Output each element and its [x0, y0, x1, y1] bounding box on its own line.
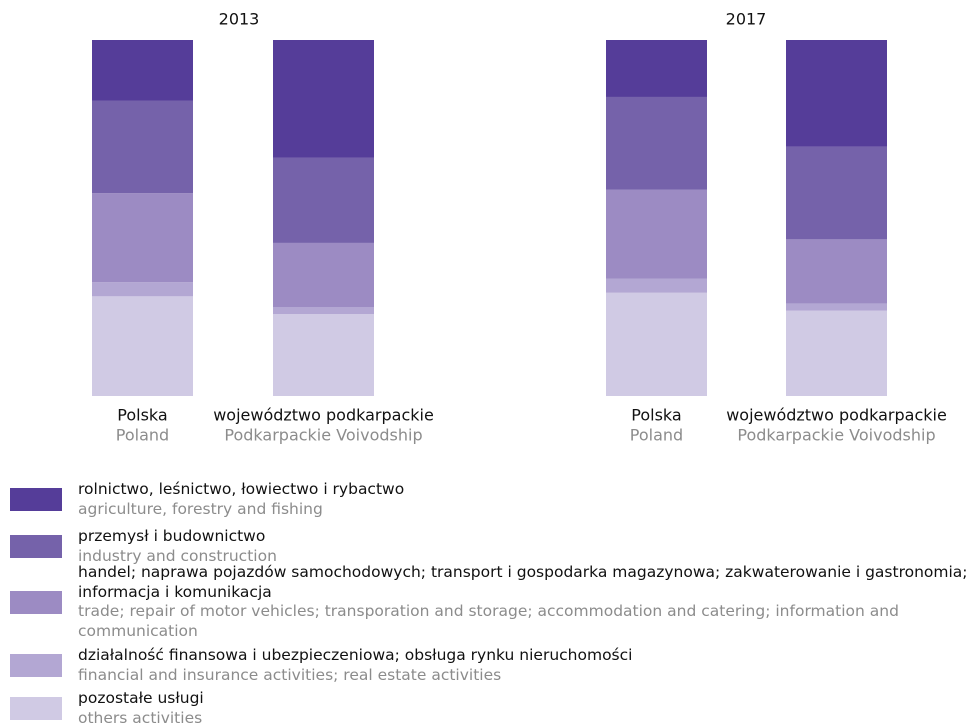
legend-swatch	[10, 697, 62, 720]
legend-label: others activities	[78, 708, 203, 727]
category-label: Polska	[631, 406, 681, 425]
bar-segment	[92, 282, 193, 297]
legend-swatch	[10, 488, 62, 511]
legend-label: przemysł i budownictwo	[78, 527, 266, 545]
bar-segment	[606, 292, 707, 396]
category-label-en: Poland	[116, 426, 169, 445]
legend-item: handel; naprawa pojazdów samochodowych; …	[10, 563, 970, 641]
legend-label: industry and construction	[78, 546, 277, 565]
bar-segment	[92, 40, 193, 101]
category-label-en: Podkarpackie Voivodship	[737, 426, 935, 445]
legend-text: handel; naprawa pojazdów samochodowych; …	[78, 563, 968, 641]
bar-segment	[606, 189, 707, 279]
bar-segment	[273, 314, 374, 396]
bar-segment	[92, 296, 193, 396]
category-label: Polska	[117, 406, 167, 425]
bar-segment	[273, 307, 374, 315]
bar-segment	[92, 193, 193, 283]
bar-segment	[273, 157, 374, 243]
legend-swatch	[10, 535, 62, 558]
bar-segment	[786, 310, 887, 396]
legend-text: pozostałe usługi others activities	[78, 689, 968, 728]
bar-segment	[786, 303, 887, 311]
category-label-en: Podkarpackie Voivodship	[224, 426, 422, 445]
legend-text: rolnictwo, leśnictwo, łowiectwo i rybact…	[78, 480, 968, 519]
category-label: województwo podkarpackie	[726, 406, 947, 425]
legend-item: rolnictwo, leśnictwo, łowiectwo i rybact…	[10, 480, 970, 519]
category-label-en: Poland	[630, 426, 683, 445]
legend-label: działalność finansowa i ubezpieczeniowa;…	[78, 646, 633, 664]
category-label: województwo podkarpackie	[213, 406, 434, 425]
legend-label: financial and insurance activities; real…	[78, 665, 502, 684]
bar-segment	[606, 40, 707, 97]
legend-label: pozostałe usługi	[78, 689, 204, 707]
bar-segment	[606, 278, 707, 293]
group-title: 2017	[726, 10, 767, 29]
legend-item: przemysł i budownictwo industry and const…	[10, 527, 970, 566]
group-title: 2013	[219, 10, 260, 29]
bar-segment	[273, 40, 374, 158]
legend-item: pozostałe usługi others activities	[10, 689, 970, 728]
legend-label: handel; naprawa pojazdów samochodowych; …	[78, 563, 968, 601]
legend-text: przemysł i budownictwo industry and const…	[78, 527, 968, 566]
bar-segment	[786, 40, 887, 147]
bar-segment	[786, 146, 887, 240]
legend-label: trade; repair of motor vehicles; transpo…	[78, 602, 899, 640]
legend-swatch	[10, 654, 62, 677]
legend-swatch	[10, 590, 62, 614]
bar-segment	[92, 100, 193, 194]
legend-text: działalność finansowa i ubezpieczeniowa;…	[78, 646, 968, 685]
legend-label: rolnictwo, leśnictwo, łowiectwo i rybact…	[78, 480, 405, 498]
bar-segment	[273, 242, 374, 307]
legend-item: działalność finansowa i ubezpieczeniowa;…	[10, 646, 970, 685]
bar-segment	[786, 239, 887, 304]
legend-label: agriculture, forestry and fishing	[78, 499, 323, 518]
bar-segment	[606, 96, 707, 190]
